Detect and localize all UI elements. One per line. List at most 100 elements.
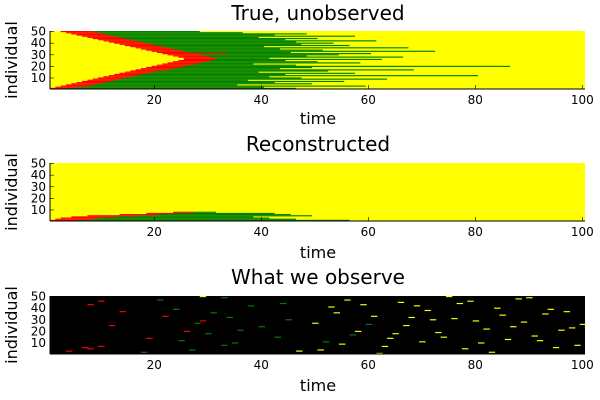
- infected-span: [211, 57, 404, 58]
- observation-cell: [334, 312, 340, 313]
- observation-cell: [82, 347, 88, 348]
- observation-cell: [178, 340, 184, 341]
- exposed-span: [152, 66, 184, 67]
- observation-cell: [318, 349, 324, 350]
- observation-cell: [398, 302, 404, 303]
- infected-span: [114, 80, 248, 81]
- infected-span: [227, 53, 371, 54]
- x-tick-label: 100: [571, 93, 594, 107]
- y-axis-label: individual: [2, 153, 21, 231]
- infected-span: [168, 47, 409, 48]
- infected-span: [184, 66, 510, 67]
- observation-cell: [419, 341, 425, 342]
- observation-cell: [87, 348, 93, 349]
- infected-span: [194, 212, 215, 213]
- observation-cell: [425, 310, 431, 311]
- observation-cell: [505, 339, 511, 340]
- observation-cell: [510, 326, 516, 327]
- exposed-span: [120, 44, 152, 45]
- infected-span: [146, 73, 355, 74]
- exposed-span: [61, 31, 93, 32]
- exposed-span: [157, 52, 189, 53]
- x-axis-label: time: [300, 109, 336, 128]
- x-axis-label: time: [300, 376, 336, 395]
- observation-cell: [467, 301, 473, 302]
- exposed-span: [120, 214, 157, 215]
- exposed-span: [98, 77, 125, 78]
- infected-span: [173, 213, 275, 214]
- exposed-span: [146, 67, 178, 68]
- observation-cell: [473, 320, 479, 321]
- exposed-span: [178, 60, 210, 61]
- observation-cell: [478, 342, 484, 343]
- infected-span: [216, 58, 270, 59]
- infected-span: [178, 67, 312, 68]
- x-tick-label: 80: [468, 358, 483, 372]
- observation-cell: [499, 315, 505, 316]
- exposed-span: [146, 213, 173, 214]
- x-tick-label: 80: [468, 93, 483, 107]
- observation-cell: [146, 338, 152, 339]
- infected-span: [152, 72, 259, 73]
- infected-span: [216, 59, 382, 60]
- exposed-span: [141, 48, 173, 49]
- observation-cell: [98, 301, 104, 302]
- observation-cell: [382, 346, 388, 347]
- exposed-span: [125, 45, 157, 46]
- exposed-span: [93, 79, 120, 80]
- observation-cell: [451, 318, 457, 319]
- exposed-span: [141, 68, 173, 69]
- infected-span: [120, 37, 259, 38]
- infected-span: [114, 216, 253, 217]
- panel-reconstructed: Reconstructed 1020304050 20 40 60 80 100 tim…: [2, 132, 594, 262]
- infected-span: [205, 55, 307, 56]
- observation-cell: [339, 344, 345, 345]
- infected-span: [211, 60, 286, 61]
- panel-title: What we observe: [231, 265, 405, 289]
- observation-cell: [446, 296, 452, 297]
- infected-span: [136, 75, 478, 76]
- observation-cell: [98, 346, 104, 347]
- infected-span: [189, 65, 296, 66]
- x-tick-label: 40: [254, 358, 269, 372]
- observation-cell: [200, 320, 206, 321]
- exposed-span: [125, 72, 152, 73]
- infected-span: [93, 31, 200, 32]
- infected-span: [178, 50, 322, 51]
- exposed-span: [130, 70, 157, 71]
- exposed-span: [136, 47, 168, 48]
- observation-cell: [387, 338, 393, 339]
- observation-cell: [489, 352, 495, 353]
- infected-span: [194, 63, 253, 64]
- exposed-span: [66, 84, 93, 85]
- observation-cell: [237, 330, 243, 331]
- observation-cell: [392, 333, 398, 334]
- infected-span: [93, 219, 296, 220]
- exposed-span: [178, 57, 210, 58]
- exposed-span: [82, 81, 109, 82]
- infected-span: [130, 39, 285, 40]
- observation-cell: [211, 312, 217, 313]
- observation-cell: [227, 317, 233, 318]
- infected-span: [146, 43, 333, 44]
- x-tick-label: 100: [571, 358, 594, 372]
- x-tick-label: 80: [468, 225, 483, 239]
- observation-cell: [221, 297, 227, 298]
- observation-cell: [360, 304, 366, 305]
- observation-cell: [537, 340, 543, 341]
- exposed-span: [109, 75, 136, 76]
- observation-cell: [173, 309, 179, 310]
- exposed-span: [168, 62, 200, 63]
- exposed-span: [173, 55, 205, 56]
- infected-span: [104, 33, 307, 34]
- exposed-span: [152, 51, 184, 52]
- observation-cell: [350, 334, 356, 335]
- observation-cell: [323, 341, 329, 342]
- infected-span: [189, 52, 291, 53]
- exposed-span: [87, 80, 114, 81]
- infected-span: [184, 51, 435, 52]
- exposed-span: [173, 61, 205, 62]
- observation-cell: [441, 337, 447, 338]
- infected-span: [157, 45, 350, 46]
- infected-span: [162, 46, 264, 47]
